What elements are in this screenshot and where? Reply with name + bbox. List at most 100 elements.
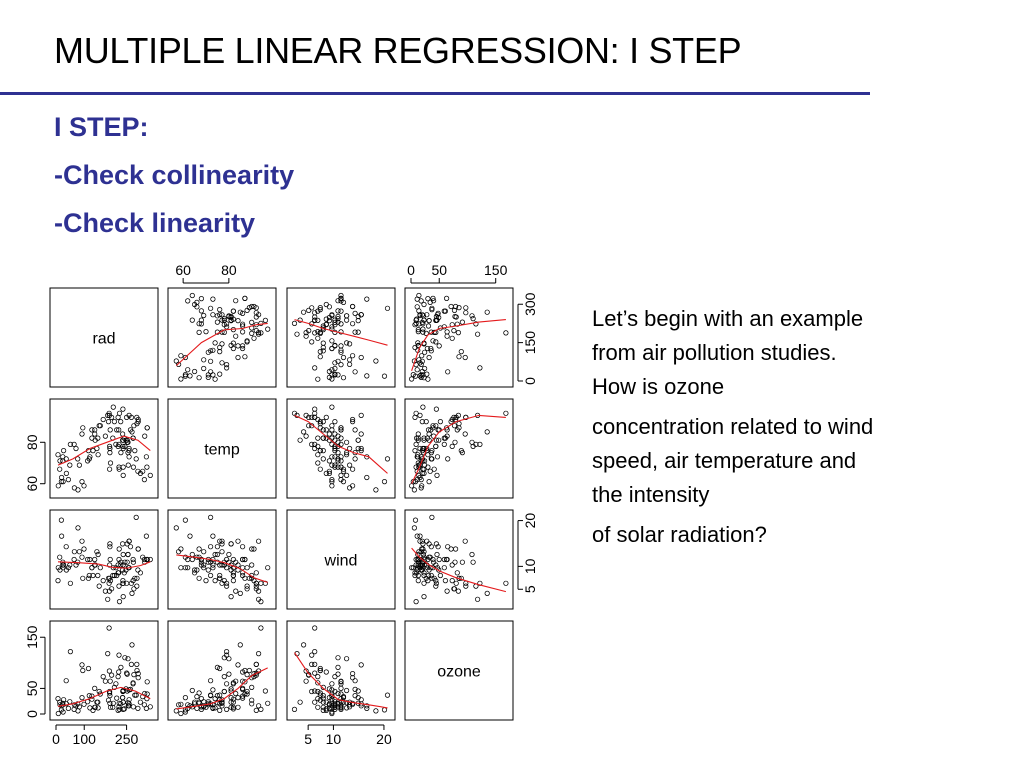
- data-point: [107, 443, 113, 449]
- data-point: [426, 478, 432, 485]
- data-point: [312, 410, 318, 416]
- data-point: [240, 329, 246, 335]
- data-point: [61, 697, 67, 703]
- data-point: [338, 425, 344, 431]
- data-point: [425, 323, 432, 329]
- axis-tick-label: 10: [522, 558, 538, 574]
- data-point: [338, 349, 344, 355]
- data-point: [242, 295, 248, 301]
- data-point: [80, 575, 86, 581]
- data-point: [131, 671, 137, 678]
- data-point: [217, 344, 223, 351]
- data-point: [462, 538, 468, 544]
- data-point: [422, 556, 428, 563]
- data-point: [122, 559, 128, 565]
- data-point: [418, 567, 424, 573]
- data-point: [312, 310, 318, 316]
- data-point: [60, 709, 66, 715]
- data-point: [60, 454, 66, 460]
- data-point: [194, 304, 200, 310]
- data-point: [95, 699, 101, 705]
- data-point: [144, 679, 150, 685]
- data-point: [75, 525, 81, 531]
- data-point: [230, 681, 237, 687]
- data-point: [196, 546, 202, 552]
- data-point: [424, 562, 430, 568]
- data-point: [201, 365, 207, 372]
- step-check-linearity: -Check linearity: [54, 208, 256, 238]
- data-point: [141, 476, 148, 483]
- data-point: [428, 345, 434, 352]
- data-point: [411, 525, 417, 531]
- data-point: [194, 567, 200, 573]
- data-point: [92, 556, 98, 563]
- data-point: [221, 317, 227, 323]
- data-point: [244, 338, 250, 344]
- data-point: [90, 572, 96, 579]
- data-point: [315, 376, 321, 382]
- data-point: [332, 371, 338, 377]
- description-paragraph-3: of solar radiation?: [592, 518, 972, 552]
- data-point: [291, 706, 298, 713]
- data-point: [125, 565, 131, 571]
- data-point: [409, 483, 415, 489]
- data-point: [413, 441, 419, 447]
- data-point: [315, 673, 321, 680]
- data-point: [301, 309, 307, 315]
- description-paragraph-2: concentration related to wind speed, air…: [592, 410, 972, 512]
- data-point: [420, 326, 426, 332]
- data-point: [244, 688, 250, 695]
- data-point: [194, 299, 200, 305]
- data-point: [244, 671, 250, 678]
- data-point: [192, 699, 198, 705]
- data-point: [429, 305, 435, 311]
- data-point: [115, 673, 121, 680]
- data-point: [80, 667, 86, 674]
- data-point: [306, 414, 312, 420]
- data-point: [297, 437, 303, 443]
- data-point: [434, 312, 441, 318]
- data-point: [475, 331, 481, 337]
- data-point: [317, 420, 323, 427]
- data-point: [135, 468, 141, 474]
- data-point: [455, 329, 461, 336]
- data-point: [116, 652, 122, 658]
- data-point: [347, 357, 353, 363]
- data-point: [469, 313, 475, 319]
- data-point: [433, 443, 439, 449]
- data-point: [201, 562, 207, 568]
- data-point: [182, 373, 189, 379]
- data-point: [244, 565, 250, 571]
- data-point: [242, 556, 248, 563]
- data-point: [421, 580, 427, 586]
- data-point: [208, 572, 214, 579]
- data-point: [434, 551, 440, 558]
- data-point: [235, 354, 241, 361]
- data-point: [221, 655, 227, 661]
- data-point: [338, 343, 344, 349]
- data-point: [340, 354, 347, 361]
- data-point: [176, 702, 182, 708]
- data-point: [332, 342, 338, 348]
- data-point: [352, 678, 358, 684]
- data-point: [221, 688, 227, 695]
- data-point: [55, 452, 61, 458]
- data-point: [451, 586, 457, 592]
- data-point: [55, 710, 61, 717]
- data-point: [421, 435, 427, 441]
- data-point: [126, 447, 132, 454]
- data-point: [224, 580, 230, 586]
- data-point: [315, 335, 321, 341]
- data-point: [224, 565, 230, 571]
- data-point: [189, 556, 195, 563]
- data-point: [441, 308, 447, 314]
- data-point: [442, 577, 448, 584]
- data-point: [326, 458, 332, 464]
- data-point: [135, 418, 141, 425]
- data-point: [469, 551, 475, 558]
- data-point: [355, 317, 361, 324]
- data-point: [456, 354, 462, 360]
- data-point: [256, 596, 262, 602]
- data-point: [210, 562, 216, 568]
- data-point: [329, 312, 335, 318]
